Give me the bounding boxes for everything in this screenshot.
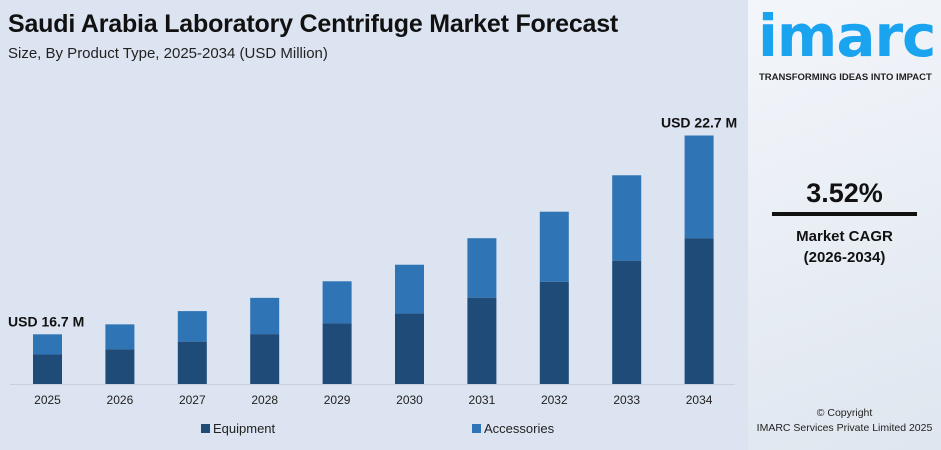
x-tick-label: 2034 bbox=[686, 393, 713, 407]
x-tick-label: 2027 bbox=[179, 393, 206, 407]
imarc-logo: imarc bbox=[758, 2, 936, 70]
bar-accessories bbox=[684, 135, 714, 239]
chart-title: Saudi Arabia Laboratory Centrifuge Marke… bbox=[8, 10, 619, 38]
bar-equipment bbox=[539, 281, 569, 384]
x-tick-label: 2031 bbox=[469, 393, 496, 407]
cagr-label-text: Market CAGR bbox=[796, 228, 893, 245]
side-panel: imarc TRANSFORMING IDEAS INTO IMPACT 3.5… bbox=[748, 0, 941, 450]
legend-swatch-accessories bbox=[472, 424, 481, 433]
cagr-label: Market CAGR (2026-2034) bbox=[748, 226, 941, 268]
cagr-value: 3.52% bbox=[806, 178, 883, 208]
bar-accessories bbox=[177, 311, 207, 342]
data-label: USD 16.7 M bbox=[8, 313, 84, 329]
bar-chart: 2025 USD 16.7 M 2026 2027 2028 2029 2030 2031 20… bbox=[8, 115, 737, 407]
bar-equipment bbox=[250, 334, 280, 384]
brand-tagline: TRANSFORMING IDEAS INTO IMPACT bbox=[759, 72, 932, 83]
bar-accessories bbox=[33, 334, 62, 355]
bar-equipment bbox=[105, 349, 135, 384]
bar-equipment bbox=[467, 297, 497, 384]
x-tick-label: 2032 bbox=[541, 393, 568, 407]
company-name: IMARC Services Private Limited 2025 bbox=[756, 422, 933, 434]
bar-equipment bbox=[612, 260, 642, 384]
bar-equipment bbox=[177, 341, 207, 384]
cagr-period: (2026-2034) bbox=[803, 249, 886, 266]
x-tick-label: 2025 bbox=[34, 393, 61, 407]
x-tick-label: 2029 bbox=[324, 393, 351, 407]
bar-accessories bbox=[612, 175, 642, 261]
x-tick-label: 2033 bbox=[613, 393, 640, 407]
bar-equipment bbox=[395, 313, 424, 384]
divider bbox=[772, 212, 917, 216]
bar-accessories bbox=[467, 238, 497, 298]
x-tick-label: 2030 bbox=[396, 393, 423, 407]
legend-equipment: Equipment bbox=[201, 421, 275, 436]
data-label: USD 22.7 M bbox=[661, 115, 737, 131]
bar-accessories bbox=[105, 324, 135, 350]
bar-equipment bbox=[684, 238, 714, 384]
bar-equipment bbox=[322, 323, 352, 384]
legend-label: Accessories bbox=[484, 421, 555, 436]
chart-subtitle: Size, By Product Type, 2025-2034 (USD Mi… bbox=[8, 45, 328, 62]
bar-accessories bbox=[539, 211, 569, 282]
legend-label: Equipment bbox=[213, 421, 276, 436]
legend-swatch-equipment bbox=[201, 424, 210, 433]
copyright: © Copyright IMARC Services Private Limit… bbox=[748, 406, 941, 436]
bar-accessories bbox=[250, 297, 280, 335]
x-tick-label: 2026 bbox=[107, 393, 134, 407]
x-tick-label: 2028 bbox=[251, 393, 278, 407]
copyright-text: © Copyright bbox=[816, 407, 873, 419]
legend-accessories: Accessories bbox=[472, 421, 554, 436]
bar-accessories bbox=[322, 281, 352, 324]
bar-accessories bbox=[395, 264, 424, 314]
bar-equipment bbox=[33, 354, 62, 384]
